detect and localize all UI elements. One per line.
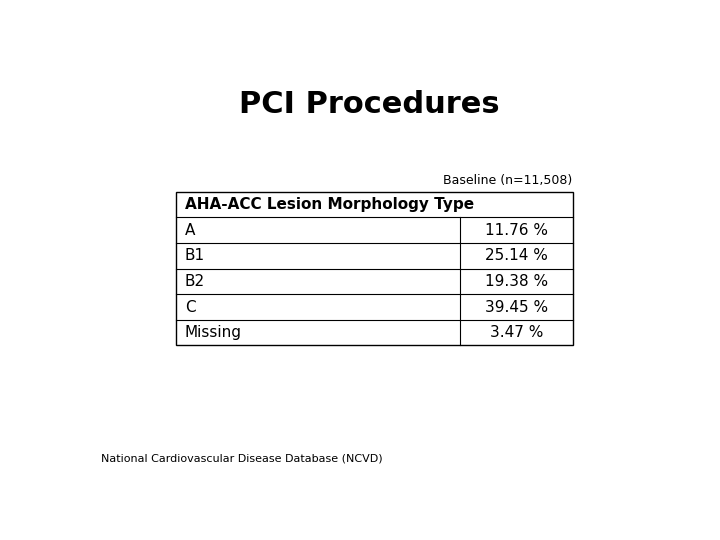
FancyBboxPatch shape: [176, 192, 572, 346]
Text: B1: B1: [185, 248, 205, 263]
Text: AHA-ACC Lesion Morphology Type: AHA-ACC Lesion Morphology Type: [185, 197, 474, 212]
Text: Baseline (n=11,508): Baseline (n=11,508): [444, 174, 572, 187]
Text: B2: B2: [185, 274, 205, 289]
Text: 39.45 %: 39.45 %: [485, 300, 548, 314]
Text: 19.38 %: 19.38 %: [485, 274, 548, 289]
Text: 3.47 %: 3.47 %: [490, 325, 543, 340]
Text: 25.14 %: 25.14 %: [485, 248, 548, 263]
Text: C: C: [185, 300, 196, 314]
Text: 11.76 %: 11.76 %: [485, 222, 548, 238]
Text: National Cardiovascular Disease Database (NCVD): National Cardiovascular Disease Database…: [101, 454, 383, 464]
Text: PCI Procedures: PCI Procedures: [239, 90, 499, 119]
Text: A: A: [185, 222, 195, 238]
Text: Missing: Missing: [185, 325, 242, 340]
